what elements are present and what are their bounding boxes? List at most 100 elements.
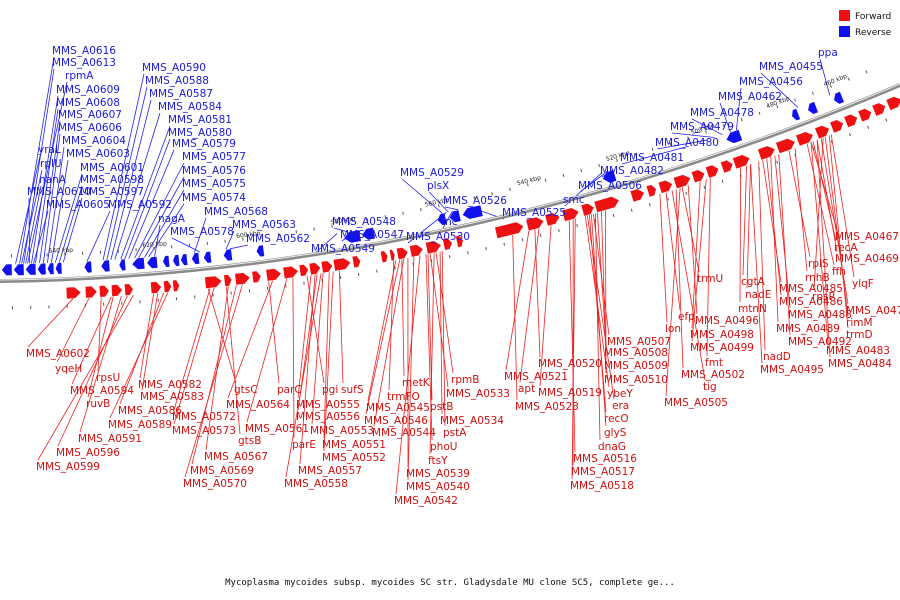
forward-gene-arrow bbox=[646, 184, 657, 197]
forward-gene-label: MMS_A0567 bbox=[204, 451, 268, 463]
forward-leader-line bbox=[739, 167, 741, 303]
forward-gene-label: MMS_A0589 bbox=[108, 419, 172, 431]
forward-gene-arrow bbox=[204, 276, 222, 289]
forward-gene-label: MMS_A0516 bbox=[573, 453, 637, 465]
forward-leader-line bbox=[338, 270, 344, 384]
forward-leader-line bbox=[435, 252, 454, 374]
reverse-gene-label: rplU bbox=[40, 158, 62, 170]
forward-gene-label: MMS_A0564 bbox=[226, 399, 290, 411]
forward-gene-arrow bbox=[235, 272, 250, 285]
forward-gene-label: MMS_A0594 bbox=[70, 385, 134, 397]
forward-gene-label: recA bbox=[834, 242, 858, 254]
forward-gene-label: nadD bbox=[763, 351, 791, 363]
reverse-leader-line bbox=[35, 108, 59, 264]
backbone-tick bbox=[703, 185, 706, 189]
forward-gene-label: MMS_A0539 bbox=[406, 468, 470, 480]
forward-gene-arrow bbox=[757, 146, 775, 160]
forward-gene-arrow bbox=[775, 138, 795, 154]
reverse-gene-label: MMS_A0456 bbox=[739, 76, 803, 88]
forward-gene-arrow bbox=[299, 264, 309, 277]
forward-gene-arrow bbox=[705, 165, 719, 178]
backbone-tick bbox=[455, 200, 458, 204]
forward-gene-label: sufS bbox=[341, 384, 364, 396]
reverse-leader-line bbox=[225, 230, 235, 250]
reverse-leader-line bbox=[333, 227, 348, 233]
forward-leader-line bbox=[268, 281, 280, 384]
forward-leader-line bbox=[439, 251, 443, 415]
forward-gene-label: MMS_A0545 bbox=[366, 402, 430, 414]
reverse-leader-line bbox=[51, 159, 69, 263]
forward-gene-arrow bbox=[526, 217, 544, 231]
forward-gene-label: rimM bbox=[846, 317, 873, 329]
forward-leader-line bbox=[285, 273, 322, 478]
reverse-gene-arrow bbox=[602, 170, 617, 183]
reverse-gene-label: MMS_A0587 bbox=[149, 88, 213, 100]
forward-leader-line bbox=[141, 293, 159, 391]
backbone-tick bbox=[558, 228, 560, 233]
reverse-gene-arrow bbox=[1, 264, 12, 276]
forward-gene-arrow bbox=[389, 249, 395, 261]
forward-gene-label: MMS_A0495 bbox=[760, 364, 824, 376]
forward-leader-line bbox=[109, 292, 169, 419]
forward-gene-arrow bbox=[581, 203, 594, 216]
reverse-gene-label: MMS_A0604 bbox=[62, 135, 126, 147]
backbone-tick bbox=[412, 262, 415, 266]
forward-leader-line bbox=[762, 159, 782, 283]
reverse-leader-line bbox=[58, 185, 83, 263]
reverse-gene-arrow bbox=[147, 256, 158, 269]
forward-leader-line bbox=[225, 286, 241, 435]
forward-leader-line bbox=[306, 275, 325, 384]
forward-gene-label: MMS_A0534 bbox=[440, 415, 504, 427]
forward-gene-label: MMS_A0505 bbox=[664, 397, 728, 409]
forward-gene-label: pgi bbox=[322, 384, 338, 396]
forward-leader-line bbox=[191, 285, 237, 465]
forward-gene-label: MMS_A0570 bbox=[183, 478, 247, 490]
reverse-gene-arrow bbox=[84, 261, 92, 273]
reverse-gene-arrow bbox=[344, 230, 361, 243]
forward-leader-line bbox=[681, 187, 700, 273]
forward-gene-label: MMS_A0582 bbox=[138, 379, 202, 391]
forward-gene-label: MMS_A0521 bbox=[504, 371, 568, 383]
forward-gene-label: rnhB bbox=[805, 272, 830, 284]
forward-gene-arrow bbox=[172, 280, 180, 292]
backbone-tick bbox=[865, 70, 868, 74]
reverse-gene-label: MMS_A0462 bbox=[718, 91, 782, 103]
backbone-tick bbox=[847, 77, 850, 81]
reverse-gene-label: MMS_A0598 bbox=[80, 174, 144, 186]
forward-leader-line bbox=[691, 181, 701, 329]
reverse-leader-line bbox=[15, 155, 41, 264]
forward-leader-line bbox=[810, 142, 829, 345]
reverse-gene-label: ppa bbox=[818, 47, 838, 59]
legend-swatch bbox=[839, 10, 850, 21]
forward-leader-line bbox=[367, 260, 397, 402]
forward-leader-line bbox=[429, 252, 435, 455]
forward-gene-arrow bbox=[163, 280, 172, 293]
reverse-leader-line bbox=[760, 72, 799, 108]
reverse-gene-label: MMS_A0455 bbox=[759, 61, 823, 73]
forward-leader-line bbox=[742, 165, 747, 276]
forward-leader-line bbox=[816, 139, 838, 253]
forward-leader-line bbox=[830, 134, 855, 278]
forward-leader-line bbox=[810, 141, 838, 231]
forward-leader-line bbox=[665, 187, 681, 397]
backbone-tick bbox=[526, 183, 529, 187]
forward-gene-label: gtsB bbox=[238, 435, 261, 447]
reverse-leader-line bbox=[39, 120, 61, 264]
reverse-gene-label: MMS_A0610 bbox=[27, 186, 91, 198]
forward-gene-label: dnaG bbox=[598, 441, 626, 453]
forward-leader-line bbox=[665, 192, 681, 311]
reverse-gene-arrow bbox=[191, 252, 200, 265]
forward-gene-label: rpsP bbox=[812, 291, 835, 303]
backbone-tick bbox=[758, 167, 760, 171]
reverse-leader-line bbox=[114, 112, 161, 260]
reverse-gene-label: MMS_A0479 bbox=[670, 121, 734, 133]
forward-gene-arrow bbox=[562, 208, 579, 222]
forward-gene-arrow bbox=[409, 244, 423, 257]
forward-leader-line bbox=[828, 135, 849, 329]
reverse-gene-label: MMS_A0576 bbox=[182, 165, 246, 177]
forward-leader-line bbox=[505, 230, 530, 371]
reverse-gene-label: MMS_A0529 bbox=[400, 167, 464, 179]
forward-gene-arrow bbox=[283, 266, 298, 279]
forward-gene-label: MMS_A0551 bbox=[322, 439, 386, 451]
backbone-tick bbox=[562, 173, 565, 178]
